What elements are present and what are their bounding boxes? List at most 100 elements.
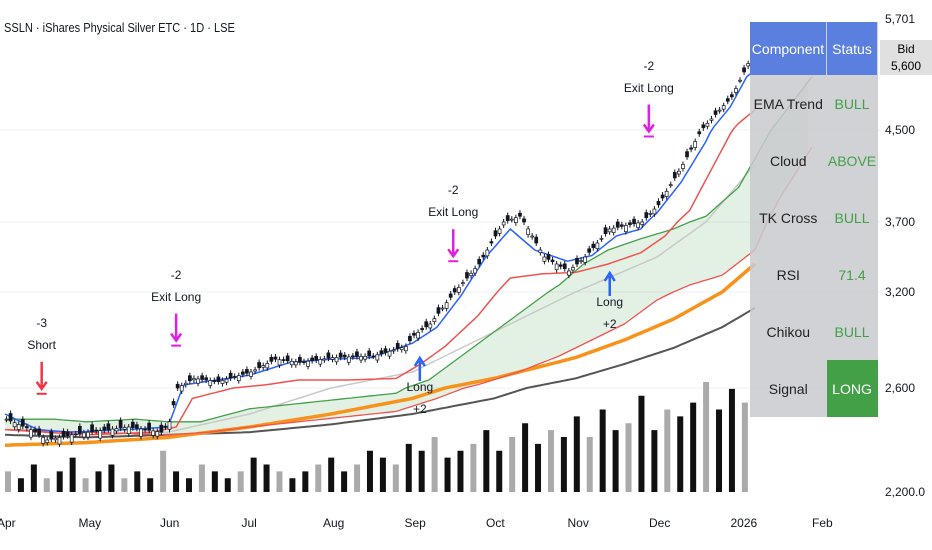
- volume-bar: [431, 437, 438, 492]
- volume-bar: [664, 409, 671, 492]
- candle: [644, 212, 649, 219]
- exit-arrow-icon: [642, 104, 655, 134]
- volume-bar: [43, 478, 50, 492]
- candle: [216, 376, 221, 382]
- volume-bar: [289, 478, 296, 492]
- candle: [424, 321, 429, 328]
- candle: [611, 227, 616, 233]
- candle: [192, 378, 196, 381]
- candle: [668, 184, 673, 186]
- chart-title: SSLN · iShares Physical Silver ETC · 1D …: [4, 20, 235, 35]
- candle: [566, 270, 571, 276]
- volume-bar: [185, 478, 192, 492]
- candle: [289, 360, 294, 366]
- candle: [607, 228, 612, 233]
- candle: [461, 282, 465, 285]
- candle: [738, 79, 742, 82]
- candle: [746, 63, 751, 67]
- ichimoku-cloud: [5, 82, 808, 435]
- candle: [591, 243, 596, 249]
- candle: [412, 332, 416, 336]
- candle: [310, 357, 314, 361]
- candle: [408, 335, 412, 342]
- volume-bar: [418, 450, 425, 492]
- candle: [595, 242, 600, 249]
- volume-bar: [444, 457, 451, 492]
- candle: [583, 256, 588, 263]
- row-label: Cloud: [750, 132, 827, 189]
- volume-bar: [95, 471, 102, 492]
- candle: [159, 424, 164, 433]
- candle: [220, 380, 225, 384]
- volume-bar: [121, 478, 128, 492]
- candle: [725, 98, 730, 102]
- candle: [302, 361, 306, 363]
- candle: [587, 248, 592, 253]
- row-value: 71.4: [826, 246, 878, 303]
- candle: [98, 430, 103, 439]
- candle: [379, 350, 384, 354]
- candle: [485, 249, 490, 257]
- volume-bar: [224, 478, 231, 492]
- y-tick: 2,600: [885, 381, 916, 395]
- candle: [143, 428, 147, 431]
- candle: [664, 190, 669, 197]
- candle: [416, 332, 420, 339]
- candle: [355, 351, 359, 357]
- candle: [25, 426, 29, 429]
- header-component: Component: [750, 22, 827, 75]
- exit-arrow-icon: [170, 313, 183, 343]
- candle: [452, 288, 457, 293]
- candle: [497, 228, 502, 234]
- volume-bar: [147, 478, 154, 492]
- row-label: RSI: [750, 246, 827, 303]
- candle: [640, 221, 645, 225]
- candle: [701, 124, 706, 129]
- candle: [656, 201, 661, 206]
- candle: [538, 249, 543, 253]
- candle: [338, 352, 343, 358]
- volume-bar: [160, 450, 167, 492]
- candle: [693, 141, 698, 148]
- candle: [509, 218, 514, 221]
- volume-bar: [366, 450, 373, 492]
- candle: [94, 429, 99, 432]
- volume-bar: [496, 450, 503, 492]
- candle: [522, 218, 526, 223]
- candle: [448, 293, 453, 298]
- candle: [208, 380, 213, 386]
- volume-bar: [573, 416, 580, 492]
- volume-bar: [302, 471, 309, 492]
- x-tick: 2026: [730, 516, 758, 530]
- candle: [269, 356, 274, 362]
- candle: [135, 424, 139, 429]
- volume-bar: [509, 437, 516, 492]
- candle: [677, 170, 681, 175]
- volume-bar: [677, 416, 684, 492]
- volume-bar: [703, 382, 710, 492]
- candle: [245, 369, 249, 374]
- candle: [293, 361, 298, 366]
- candle: [571, 267, 575, 271]
- volume-bar: [5, 471, 11, 492]
- ema-long-line: [4, 307, 756, 439]
- candle: [106, 423, 111, 430]
- status-table: Component Status EMA Trend BULL Cloud ABOVE…: [750, 22, 878, 417]
- candle: [285, 355, 290, 362]
- candle: [705, 123, 710, 127]
- long-arrow-icon: [603, 270, 616, 296]
- signal-label-exit: -2 Exit Long: [428, 183, 479, 220]
- candle: [681, 164, 685, 169]
- candle: [171, 401, 176, 406]
- x-tick: Feb: [812, 516, 833, 530]
- candle: [636, 222, 640, 228]
- row-label: Chikou: [750, 303, 827, 360]
- candle: [619, 224, 624, 227]
- candle: [440, 307, 445, 310]
- candle: [45, 439, 50, 443]
- volume-bar: [392, 464, 399, 492]
- x-tick: Sep: [404, 516, 426, 530]
- candle: [139, 428, 143, 437]
- candle: [249, 371, 253, 377]
